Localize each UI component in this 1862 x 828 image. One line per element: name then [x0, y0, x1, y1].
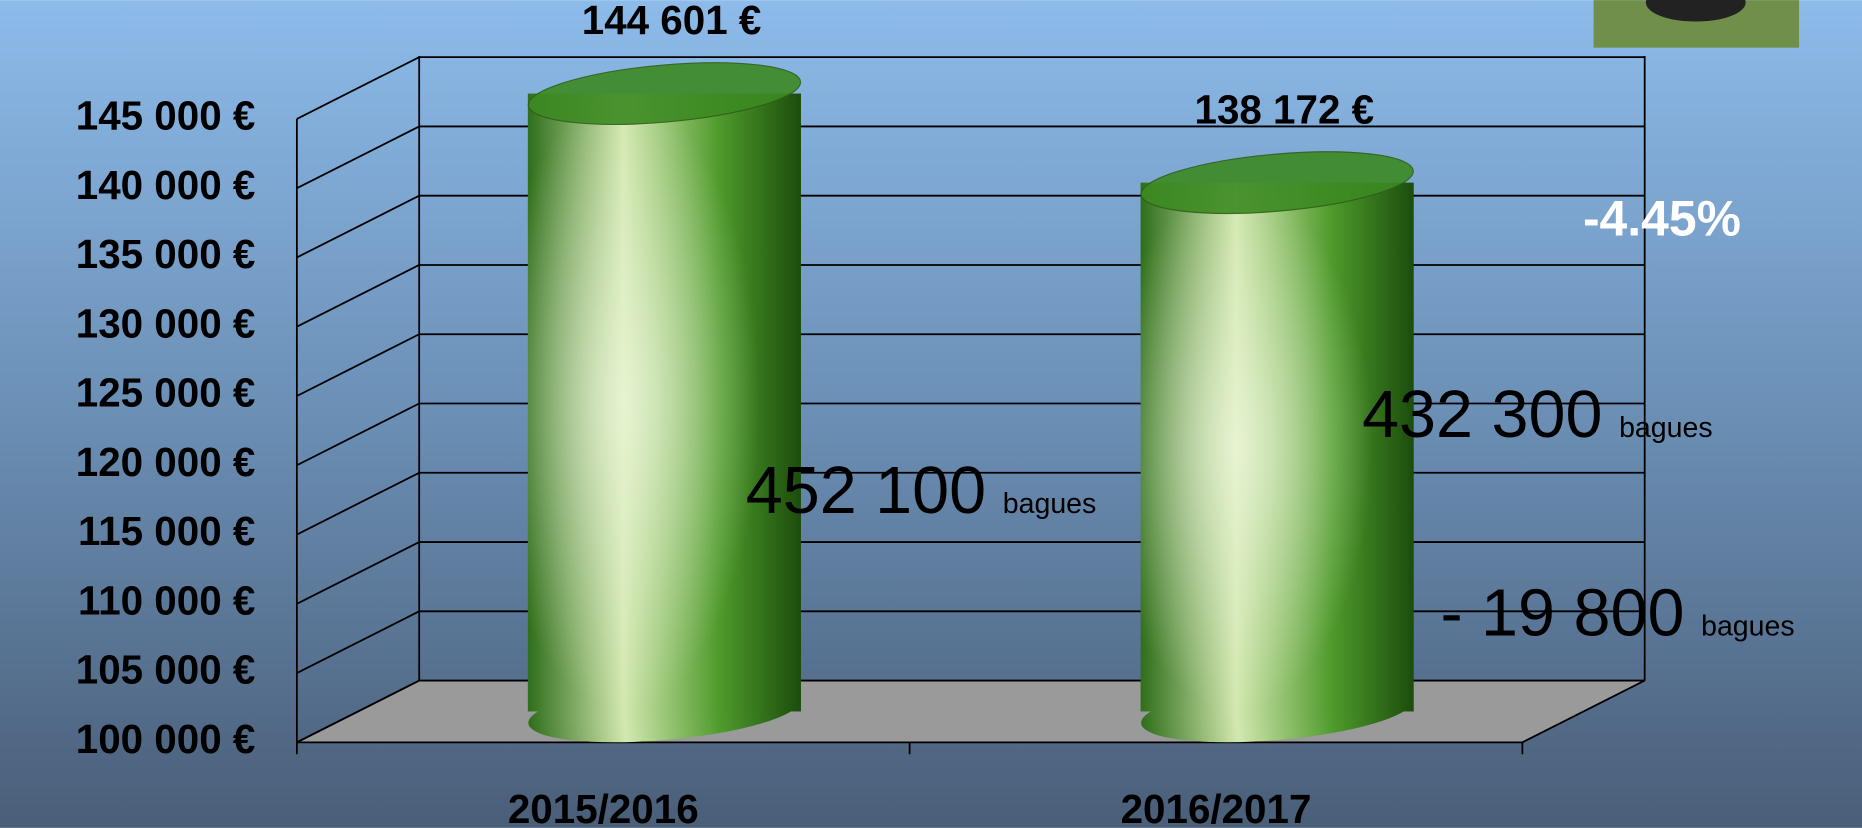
x-tick-label: 2015/2016	[508, 786, 699, 828]
y-tick-label: 105 000 €	[76, 647, 256, 693]
y-tick-label: 120 000 €	[76, 439, 256, 485]
y-tick-label: 130 000 €	[76, 300, 256, 346]
annotation-unit: bagues	[1619, 412, 1713, 444]
annotation-value: 452 100	[746, 454, 986, 528]
y-tick-label: 100 000 €	[76, 716, 256, 762]
value-label: 144 601 €	[582, 0, 762, 43]
x-tick-label: 2016/2017	[1121, 786, 1312, 828]
value-label: 138 172 €	[1195, 86, 1375, 132]
y-tick-label: 125 000 €	[76, 370, 256, 416]
annotation-unit: bagues	[1701, 610, 1795, 642]
annotation-percent: -4.45%	[1583, 190, 1741, 246]
y-tick-label: 140 000 €	[76, 162, 256, 208]
cylinder-highlight	[528, 94, 801, 712]
y-tick-label: 110 000 €	[78, 577, 255, 623]
page: {"chart_data": {"type": "bar", "categori…	[0, 0, 1862, 828]
cylinder	[526, 53, 803, 751]
floor	[297, 681, 1645, 743]
y-tick-label: 145 000 €	[76, 93, 256, 139]
annotation-value: - 19 800	[1440, 576, 1684, 650]
y-tick-label: 115 000 €	[78, 508, 255, 554]
annotation-unit: bagues	[1003, 488, 1097, 520]
annotation-value: 432 300	[1362, 378, 1602, 452]
chart: 452 100 bagues 432 300 bagues - 19 800 bagu…	[0, 0, 1862, 828]
y-tick-label: 135 000 €	[76, 231, 256, 277]
